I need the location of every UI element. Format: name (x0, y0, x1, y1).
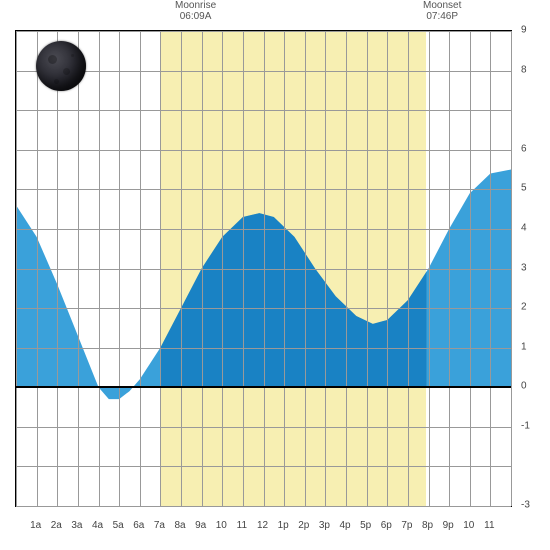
x-tick-label: 6a (133, 520, 144, 531)
y-tick-label: 1 (521, 341, 527, 352)
x-tick-label: 4p (339, 520, 350, 531)
grid-line-h (16, 269, 511, 270)
y-tick-label: 9 (521, 25, 527, 36)
grid-line-h (16, 466, 511, 467)
x-tick-label: 1a (30, 520, 41, 531)
x-tick-label: 11 (237, 520, 247, 531)
y-tick-label: 5 (521, 183, 527, 194)
grid-line-h (16, 150, 511, 151)
y-tick-label: 0 (521, 381, 527, 392)
x-tick-label: 7a (154, 520, 165, 531)
x-tick-label: 2p (298, 520, 309, 531)
x-tick-label: 10 (463, 520, 474, 531)
x-tick-label: 8a (174, 520, 185, 531)
x-tick-label: 11 (484, 520, 494, 531)
x-tick-label: 3a (71, 520, 82, 531)
grid-line-h (16, 348, 511, 349)
grid-line-h (16, 229, 511, 230)
moonrise-text: Moonrise (175, 0, 216, 11)
grid-line-h (16, 308, 511, 309)
x-tick-label: 5p (360, 520, 371, 531)
x-tick-label: 5a (113, 520, 124, 531)
x-tick-label: 12 (257, 520, 268, 531)
grid-line-h (16, 189, 511, 190)
moonrise-time: 06:09A (175, 11, 216, 22)
x-tick-label: 9a (195, 520, 206, 531)
x-tick-label: 9p (443, 520, 454, 531)
x-tick-label: 7p (401, 520, 412, 531)
grid-line-h (16, 31, 511, 32)
moonset-label: Moonset 07:46P (423, 0, 461, 22)
zero-line (16, 386, 511, 388)
moonrise-label: Moonrise 06:09A (175, 0, 216, 22)
grid-line-h (16, 427, 511, 428)
moonset-time: 07:46P (423, 11, 461, 22)
x-tick-label: 8p (422, 520, 433, 531)
x-tick-label: 2a (51, 520, 62, 531)
x-axis: 1a 2a 3a 4a 5a 6a 7a 8a 9a 10 11 12 1p 2p 3p 4p 5p 6p 7p 8p… (15, 515, 510, 535)
grid-line-v (511, 31, 512, 506)
y-tick-label: 6 (521, 143, 527, 154)
y-tick-label: 4 (521, 222, 527, 233)
y-tick-label: 3 (521, 262, 527, 273)
y-tick-label: -3 (521, 500, 530, 511)
x-tick-label: 10 (216, 520, 227, 531)
moonset-text: Moonset (423, 0, 461, 11)
y-axis: -3-1012345689 (513, 30, 543, 505)
x-tick-label: 6p (381, 520, 392, 531)
x-tick-label: 3p (319, 520, 330, 531)
grid-line-h (16, 110, 511, 111)
grid-line-h (16, 506, 511, 507)
x-tick-label: 4a (92, 520, 103, 531)
plot-area (15, 30, 512, 507)
y-tick-label: 2 (521, 302, 527, 313)
tide-chart: Moonrise 06:09A Moonset 07:46P 1a 2a 3a 4a 5… (0, 0, 550, 550)
y-tick-label: -1 (521, 420, 530, 431)
x-tick-label: 1p (278, 520, 289, 531)
moon-phase-icon (36, 41, 86, 91)
grid-line-h (16, 71, 511, 72)
y-tick-label: 8 (521, 64, 527, 75)
header-labels: Moonrise 06:09A Moonset 07:46P (0, 0, 550, 30)
